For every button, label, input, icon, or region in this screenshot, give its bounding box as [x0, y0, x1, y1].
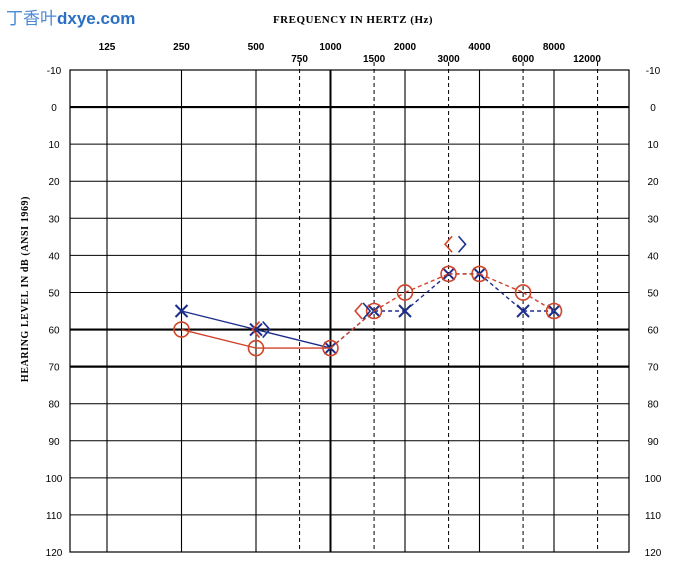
x-tick-label-minor: 12000 [573, 54, 601, 65]
y-tick-label-left: 80 [48, 400, 60, 411]
chart-title: FREQUENCY IN HERTZ (Hz) [273, 14, 433, 26]
x-tick-label-minor: 750 [291, 54, 308, 65]
y-axis-label: HEARING LEVEL IN dB (ANSI 1969) [20, 196, 31, 382]
x-tick-label-major: 125 [99, 42, 116, 53]
x-tick-label-major: 250 [173, 42, 190, 53]
y-tick-label-left: 110 [46, 511, 62, 522]
y-tick-label-left: -10 [47, 66, 62, 77]
data-point-o [545, 302, 563, 320]
data-point-o [365, 302, 383, 320]
series-o-segment [330, 310, 375, 349]
series-x-segment [404, 273, 450, 312]
y-tick-label-left: 120 [46, 548, 63, 559]
series-x-segment [479, 273, 524, 312]
y-tick-label-right: 0 [650, 103, 656, 114]
series-x-segment [181, 310, 257, 331]
bone-conduction-left-marker [354, 302, 363, 320]
data-point-x [398, 304, 412, 318]
series-x-segment [255, 328, 331, 349]
y-tick-label-left: 70 [48, 363, 60, 374]
data-point-x [249, 322, 263, 337]
y-tick-label-right: 10 [647, 140, 659, 151]
bone-conduction-right-marker [262, 321, 271, 339]
y-tick-label-right: 40 [647, 251, 659, 262]
y-tick-label-right: 30 [647, 214, 659, 225]
y-tick-label-right: 20 [647, 177, 659, 188]
y-tick-label-left: 60 [48, 326, 60, 337]
chart-series [173, 265, 563, 357]
y-tick-label-right: 80 [647, 400, 659, 411]
chart-grid [69, 62, 630, 553]
y-tick-label-left: 100 [46, 474, 63, 485]
data-point-x [516, 304, 530, 318]
x-tick-label-major: 4000 [468, 42, 491, 53]
series-o-segment [373, 291, 406, 312]
x-tick-label-major: 8000 [543, 42, 566, 53]
data-point-o [247, 339, 265, 357]
y-tick-label-left: 40 [48, 251, 60, 262]
y-tick-label-left: 50 [48, 288, 60, 299]
chart-tick-labels: -10 -10 0 0 10 10 20 20 30 30 40 40 50 50 60 60 70 70 80 80… [46, 42, 662, 559]
y-tick-label-left: 90 [48, 437, 60, 448]
x-tick-label-minor: 6000 [512, 54, 535, 65]
x-tick-label-minor: 3000 [437, 54, 460, 65]
y-tick-label-right: 60 [647, 326, 659, 337]
y-tick-label-right: 100 [645, 474, 662, 485]
bone-conduction-left-marker [444, 235, 453, 253]
watermark-site: dxye.com [57, 9, 136, 28]
x-tick-label-minor: 1500 [363, 54, 386, 65]
x-tick-label-major: 500 [248, 42, 265, 53]
site-watermark-logo: 丁香叶dxye.com [6, 4, 135, 29]
series-o-segment [522, 291, 555, 312]
y-tick-label-left: 0 [51, 103, 57, 114]
y-tick-label-right: -10 [646, 66, 661, 77]
bone-conduction-right-marker [362, 302, 372, 320]
data-point-o [471, 265, 488, 283]
data-point-o [514, 284, 532, 301]
data-point-o [396, 284, 414, 301]
y-tick-label-right: 120 [645, 548, 662, 559]
data-point-o [322, 339, 339, 357]
bone-conduction-markers [251, 235, 467, 339]
watermark-chinese: 丁香叶 [6, 9, 57, 29]
data-point-x [174, 304, 189, 318]
y-tick-label-right: 90 [647, 437, 659, 448]
y-tick-label-right: 70 [647, 363, 659, 374]
y-tick-label-right: 110 [645, 511, 661, 522]
y-tick-label-right: 50 [647, 288, 659, 299]
bone-conduction-left-marker [251, 321, 261, 339]
y-tick-label-left: 30 [48, 214, 60, 225]
x-tick-label-major: 2000 [394, 42, 417, 53]
series-o-segment [181, 328, 257, 349]
bone-conduction-right-marker [457, 235, 467, 253]
x-tick-label-major: 1000 [319, 42, 342, 53]
y-tick-label-left: 10 [48, 140, 60, 151]
data-point-o [173, 321, 190, 338]
y-tick-label-left: 20 [48, 177, 60, 188]
data-point-o [440, 265, 457, 283]
